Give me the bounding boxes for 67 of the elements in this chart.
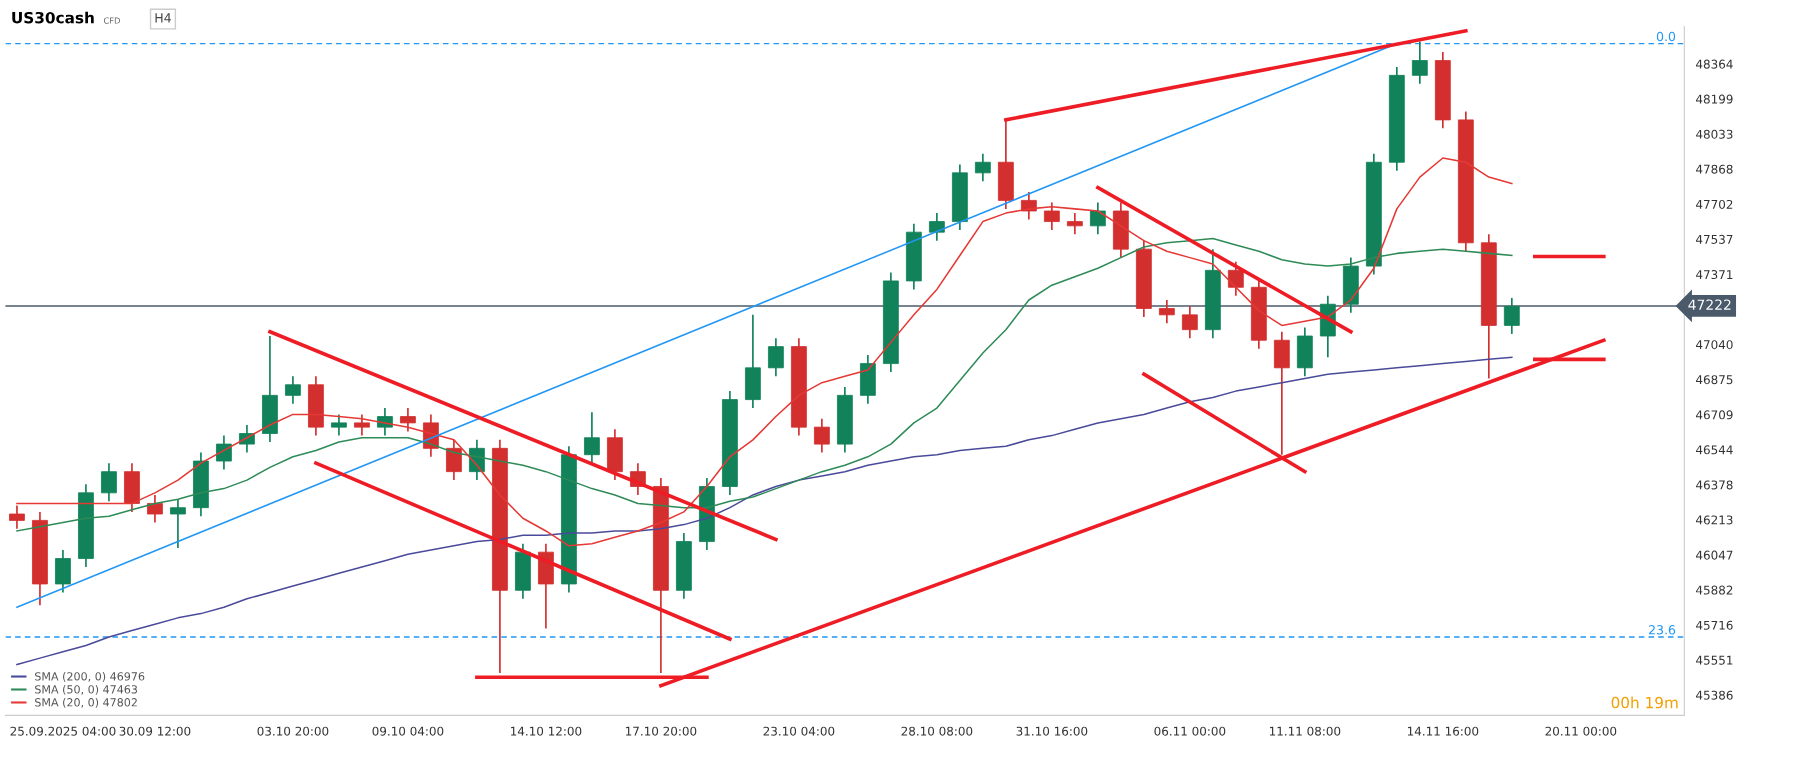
chart-subtitle: CFD xyxy=(103,17,120,24)
x-tick-label: 11.11 08:00 xyxy=(1269,726,1341,736)
y-tick-label: 45551 xyxy=(1696,655,1733,665)
x-tick-label: 25.09.2025 04:00 xyxy=(10,726,116,736)
x-tick-label: 17.10 20:00 xyxy=(626,726,697,736)
x-tick-label: 23.10 04:00 xyxy=(763,726,835,736)
y-tick-label: 46544 xyxy=(1696,445,1733,455)
x-tick-label: 14.10 12:00 xyxy=(511,726,582,736)
annotation: 0.0 xyxy=(1656,31,1676,42)
ref-line-label: 47222 xyxy=(1688,299,1731,310)
line-series xyxy=(16,356,1513,666)
candlestick xyxy=(1227,261,1244,297)
y-tick-label: 47868 xyxy=(1696,164,1733,174)
y-tick-label: 48364 xyxy=(1696,59,1733,69)
x-tick-label: 20.11 00:00 xyxy=(1545,726,1617,736)
candlestick xyxy=(974,152,991,183)
candlestick xyxy=(446,439,462,481)
x-tick-label: 09.10 04:00 xyxy=(372,726,444,736)
candlestick xyxy=(1066,212,1083,236)
candlestick xyxy=(1089,201,1106,236)
y-tick-label: 48199 xyxy=(1696,94,1733,104)
x-tick-label: 28.10 08:00 xyxy=(901,726,973,736)
line-series xyxy=(16,237,1513,532)
y-tick-label: 45716 xyxy=(1696,620,1733,630)
text: H4 xyxy=(155,13,171,23)
y-tick-label: 47040 xyxy=(1696,340,1733,350)
y-tick-label: 46875 xyxy=(1696,375,1733,385)
line-series xyxy=(16,157,1513,547)
y-tick-label: 46047 xyxy=(1696,550,1733,560)
x-tick-label: 14.11 16:00 xyxy=(1407,726,1479,736)
y-tick-label: 45882 xyxy=(1696,585,1733,595)
candlestick xyxy=(331,413,347,437)
annotation: 00h 19m xyxy=(1611,696,1678,709)
y-tick-label: 47537 xyxy=(1696,234,1733,244)
legend-label: SMA (50, 0) 47463 xyxy=(35,684,138,695)
candlestick xyxy=(1158,299,1175,325)
candlestick xyxy=(147,494,163,524)
y-tick-label: 47702 xyxy=(1696,199,1733,209)
y-tick-label: 45386 xyxy=(1696,690,1733,700)
candlestick xyxy=(928,212,945,242)
candlestick xyxy=(1411,40,1428,85)
x-tick-label: 30.09 12:00 xyxy=(119,726,191,736)
annotation: 23.6 xyxy=(1649,625,1676,635)
x-tick-label: 31.10 16:00 xyxy=(1016,726,1088,736)
candlestick xyxy=(101,462,117,503)
candlestick xyxy=(400,407,416,433)
candlestick xyxy=(354,413,370,437)
candlestick xyxy=(9,504,25,530)
x-tick-label: 03.10 20:00 xyxy=(257,726,329,736)
y-tick-label: 47371 xyxy=(1696,270,1733,280)
x-tick-label: 06.11 00:00 xyxy=(1154,726,1226,736)
y-tick-label: 46213 xyxy=(1696,515,1733,525)
candlestick xyxy=(170,498,186,549)
candlestick xyxy=(1181,305,1198,339)
y-tick-label: 46709 xyxy=(1696,410,1733,420)
candlestick xyxy=(285,375,301,405)
legend-label: SMA (200, 0) 46976 xyxy=(35,671,145,682)
candlestick xyxy=(584,411,600,465)
y-tick-label: 46378 xyxy=(1696,480,1733,490)
legend-label: SMA (20, 0) 47802 xyxy=(35,697,137,708)
candlestick xyxy=(1043,201,1060,231)
candlestick xyxy=(1503,297,1520,335)
candlestick xyxy=(216,434,232,471)
y-tick-label: 48033 xyxy=(1696,129,1733,139)
candlestick xyxy=(813,417,830,454)
chart-title: US30cash xyxy=(12,11,94,24)
candlestick xyxy=(767,337,784,378)
